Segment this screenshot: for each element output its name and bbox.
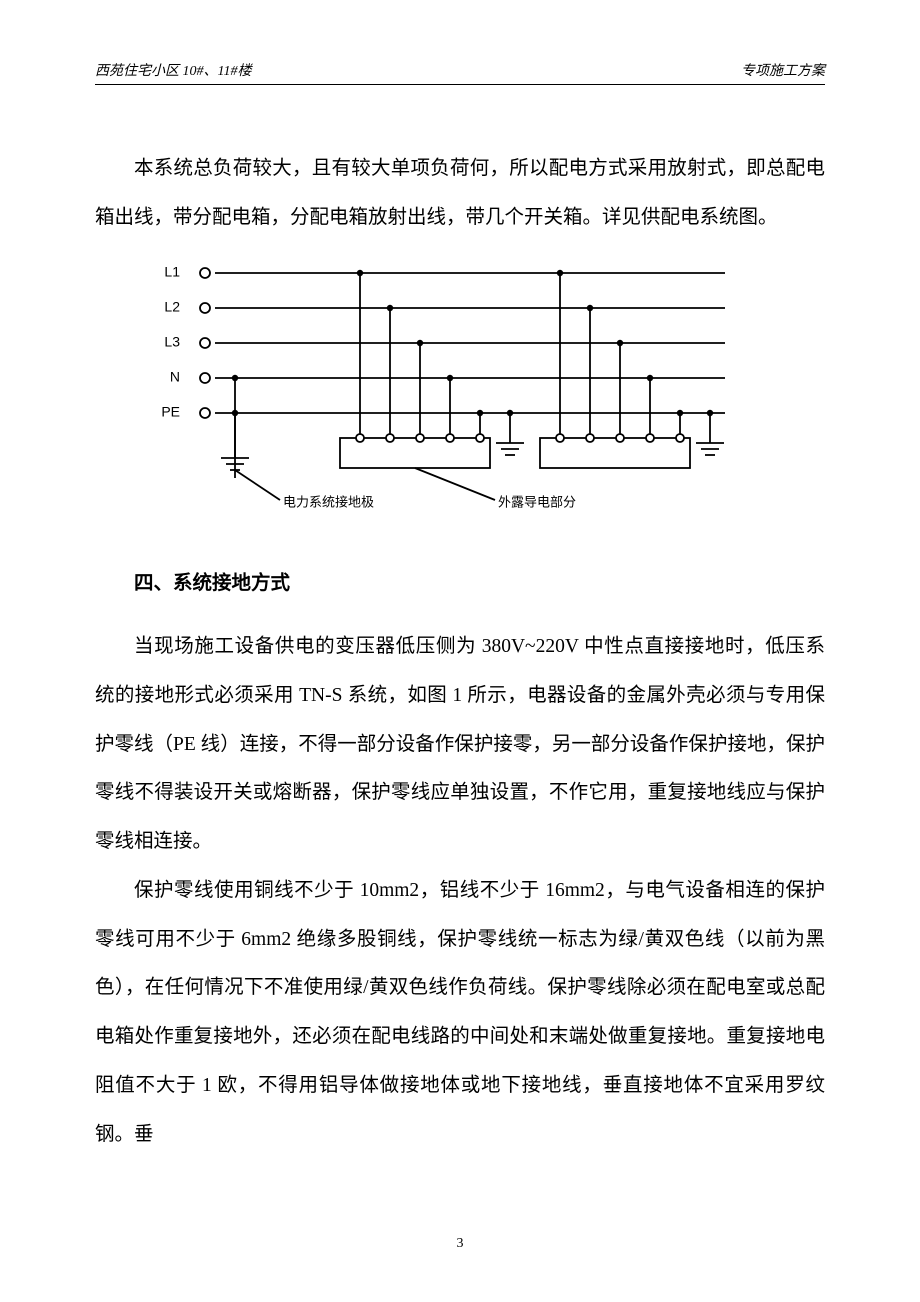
header-left: 西苑住宅小区 10#、11#楼 [95,60,251,80]
tn-s-diagram-svg: L1 L2 L3 N PE 电力系统接地极 外露导电部分 [135,253,735,523]
svg-text:PE: PE [161,403,180,419]
paragraph-3: 保护零线使用铜线不少于 10mm2，铝线不少于 16mm2，与电气设备相连的保护… [95,867,825,1160]
page: 西苑住宅小区 10#、11#楼 专项施工方案 本系统总负荷较大，且有较大单项负荷… [0,0,920,1302]
svg-text:L3: L3 [164,333,180,349]
page-number: 3 [0,1236,920,1252]
body-text: 本系统总负荷较大，且有较大单项负荷何，所以配电方式采用放射式，即总配电箱出线，带… [95,145,825,1159]
svg-text:L1: L1 [164,263,180,279]
svg-text:外露导电部分: 外露导电部分 [498,494,576,509]
svg-text:N: N [170,368,180,384]
paragraph-1: 本系统总负荷较大，且有较大单项负荷何，所以配电方式采用放射式，即总配电箱出线，带… [95,145,825,243]
svg-text:电力系统接地极: 电力系统接地极 [283,494,374,509]
svg-text:L2: L2 [164,298,180,314]
paragraph-2: 当现场施工设备供电的变压器低压侧为 380V~220V 中性点直接接地时，低压系… [95,623,825,867]
section-heading: 四、系统接地方式 [95,560,825,609]
grounding-diagram: L1 L2 L3 N PE 电力系统接地极 外露导电部分 [135,253,825,543]
page-header: 西苑住宅小区 10#、11#楼 专项施工方案 [95,60,825,85]
header-right: 专项施工方案 [741,60,825,80]
